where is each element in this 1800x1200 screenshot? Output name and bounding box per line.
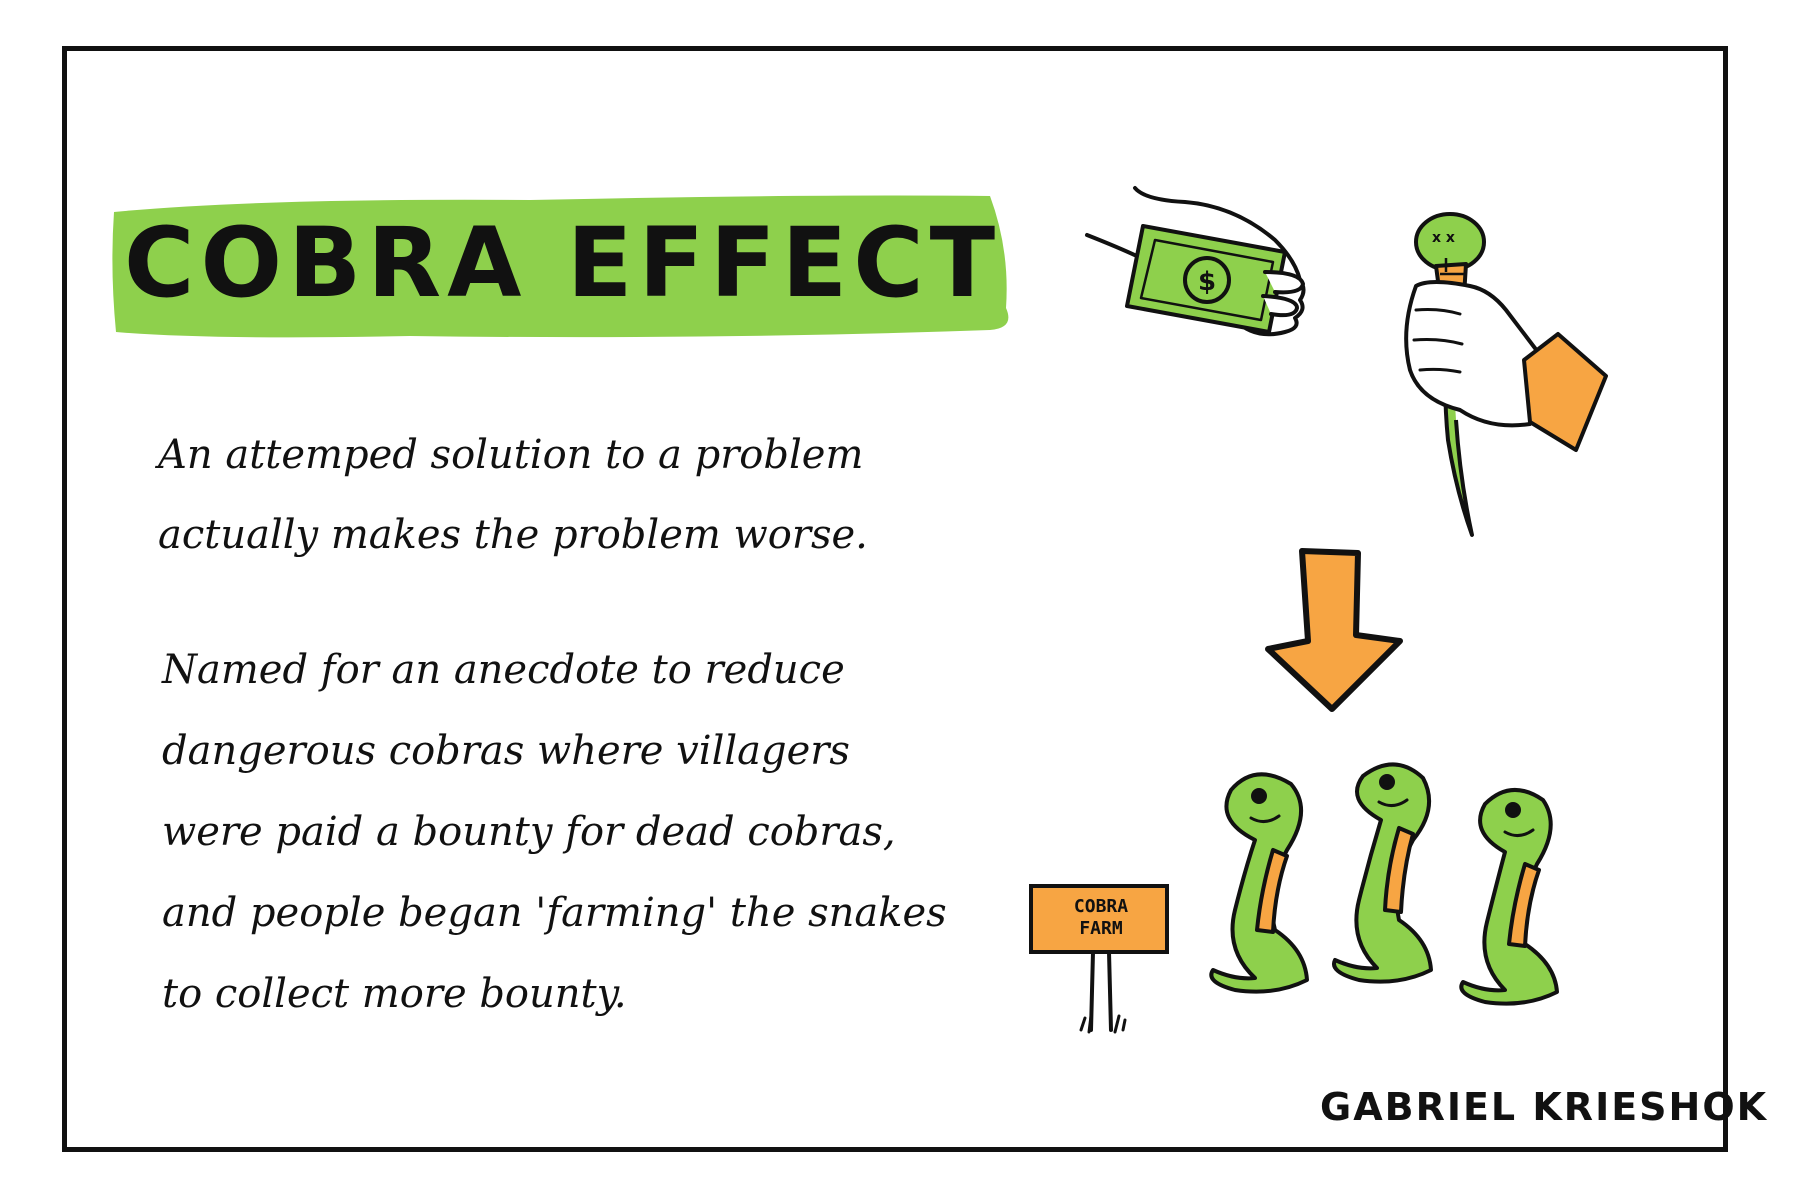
hand-with-money-illustration: $ [1085, 186, 1306, 337]
sign-line-2: FARM [1079, 918, 1123, 939]
author-signature: GABRIEL KRIESHOK [1320, 1085, 1769, 1129]
page-title: COBRA EFFECT [124, 207, 1002, 319]
title-highlight [112, 195, 1009, 338]
dollar-bill-icon: $ [1125, 224, 1287, 334]
cobra-farm-sign-label: COBRA FARM [1036, 896, 1166, 940]
orange-sleeve-icon [1522, 332, 1608, 452]
cobra-icon [1332, 762, 1433, 984]
anecdote-text: Named for an anecdote to reduce dangerou… [162, 647, 947, 1017]
sign-line-1: COBRA [1073, 896, 1129, 917]
down-arrow-icon [1265, 548, 1403, 712]
hand-holding-cobra-illustration: x x [1404, 212, 1608, 537]
fingers-icon [1261, 270, 1306, 318]
title-banner: COBRA EFFECT [110, 190, 1020, 340]
cobra-icon [1459, 787, 1559, 1006]
svg-text:x x: x x [1432, 230, 1455, 246]
definition-text: An attemped solution to a problem actual… [158, 432, 868, 558]
cobra-icon [1209, 772, 1309, 994]
farmed-cobras-illustration [1209, 762, 1559, 1006]
fist-icon [1404, 280, 1548, 428]
svg-text:$: $ [1198, 267, 1216, 297]
cobra-farm-sign-illustration [1029, 884, 1169, 1034]
